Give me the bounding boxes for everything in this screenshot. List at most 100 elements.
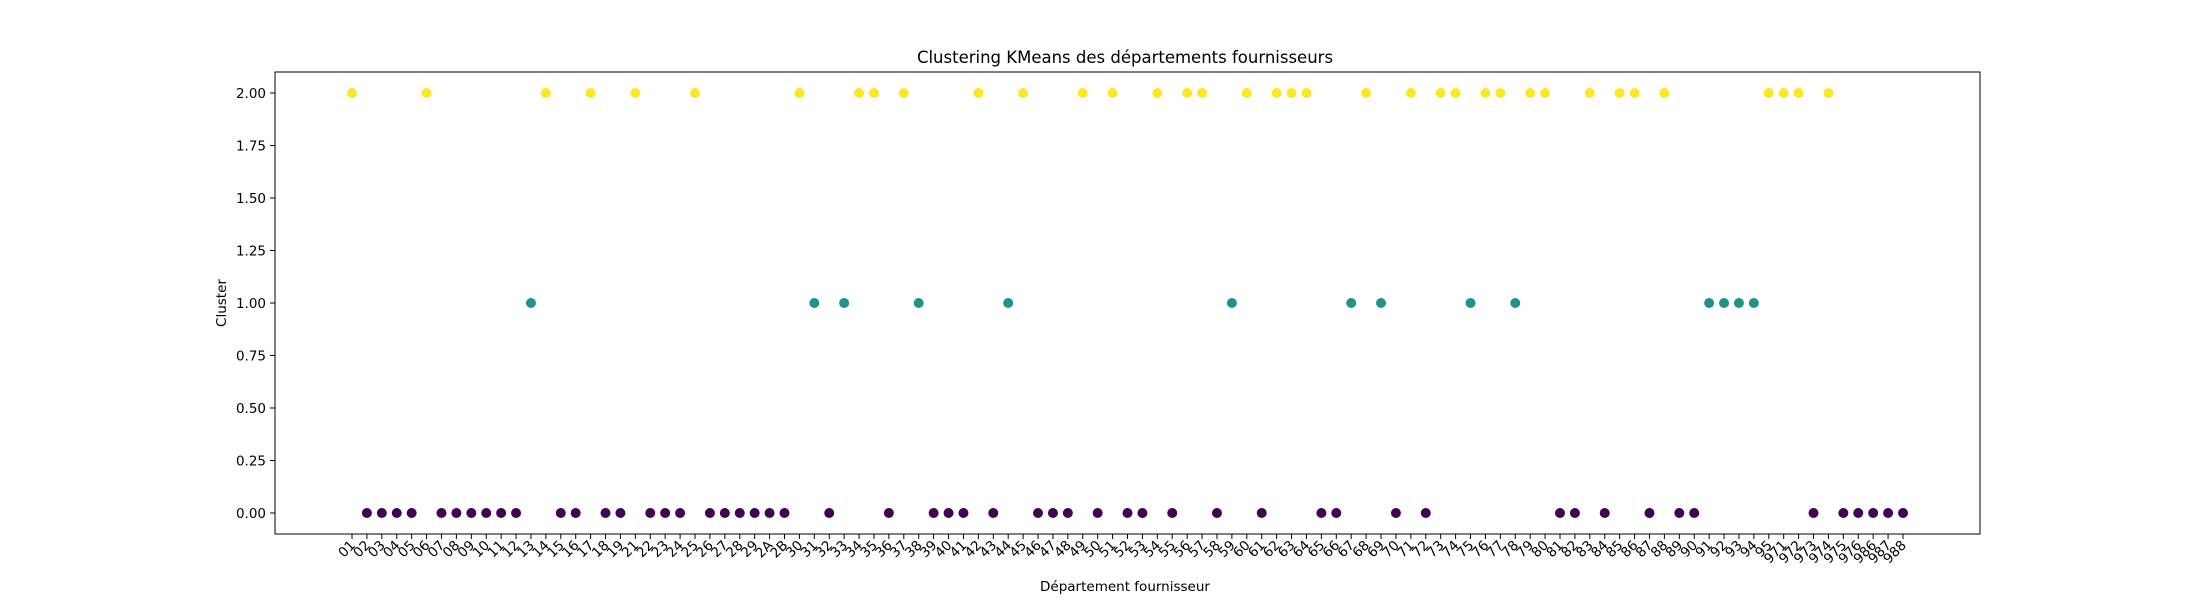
data-point xyxy=(943,508,954,518)
data-point xyxy=(868,88,879,98)
x-axis-label: Département fournisseur xyxy=(1040,579,1210,595)
data-point xyxy=(1346,298,1357,308)
data-point xyxy=(1271,88,1282,98)
y-axis: 0.00 0.25 0.50 0.75 1.00 1.25 1.50 1.75 2.00 xyxy=(236,86,275,522)
data-point xyxy=(1301,88,1312,98)
data-point xyxy=(749,508,760,518)
data-point xyxy=(1137,508,1148,518)
data-point xyxy=(1018,88,1029,98)
data-point xyxy=(1838,508,1849,518)
data-point xyxy=(1122,508,1133,518)
data-point xyxy=(779,508,790,518)
data-point xyxy=(675,508,686,518)
data-point xyxy=(1092,508,1103,518)
data-point xyxy=(1525,88,1536,98)
data-point xyxy=(1554,508,1565,518)
y-tick-label: 0.50 xyxy=(236,401,266,417)
data-point xyxy=(764,508,775,518)
data-point xyxy=(540,88,551,98)
data-point xyxy=(1465,298,1476,308)
y-tick-label: 1.75 xyxy=(236,139,266,155)
data-point xyxy=(1226,298,1237,308)
x-axis: 0102030405060708091011121314151617181921… xyxy=(335,534,1910,567)
data-point xyxy=(1211,508,1222,518)
data-point xyxy=(1405,88,1416,98)
data-point xyxy=(585,88,596,98)
data-point xyxy=(645,508,656,518)
data-point xyxy=(1719,298,1730,308)
data-point xyxy=(1763,88,1774,98)
data-point xyxy=(1033,508,1044,518)
data-point xyxy=(1286,88,1297,98)
data-point xyxy=(1107,88,1118,98)
data-point xyxy=(719,508,730,518)
data-point xyxy=(1853,508,1864,518)
data-point xyxy=(1182,88,1193,98)
data-point xyxy=(1435,88,1446,98)
data-point xyxy=(794,88,805,98)
data-point xyxy=(436,508,447,518)
data-point xyxy=(347,88,357,98)
data-point xyxy=(1376,298,1387,308)
data-points xyxy=(347,88,1908,518)
data-point xyxy=(1197,88,1208,98)
data-point xyxy=(854,88,865,98)
data-point xyxy=(824,508,835,518)
data-point xyxy=(958,508,969,518)
y-tick-label: 0.75 xyxy=(236,349,266,365)
data-point xyxy=(1733,298,1744,308)
data-point xyxy=(361,508,372,518)
data-point xyxy=(421,88,432,98)
data-point xyxy=(1241,88,1252,98)
y-tick-label: 1.50 xyxy=(236,191,266,207)
data-point xyxy=(1674,508,1685,518)
y-axis-label: Cluster xyxy=(214,279,230,327)
data-point xyxy=(555,508,566,518)
data-point xyxy=(1003,298,1014,308)
data-point xyxy=(1614,88,1625,98)
data-point xyxy=(839,298,850,308)
data-point xyxy=(1808,508,1819,518)
data-point xyxy=(1540,88,1551,98)
data-point xyxy=(690,88,701,98)
data-point xyxy=(1569,508,1580,518)
data-point xyxy=(1898,508,1908,518)
data-point xyxy=(913,298,924,308)
data-point xyxy=(1495,88,1506,98)
y-tick-label: 0.25 xyxy=(236,454,266,470)
data-point xyxy=(1868,508,1879,518)
y-tick-label: 1.25 xyxy=(236,244,266,260)
data-point xyxy=(525,298,536,308)
data-point xyxy=(615,508,626,518)
data-point xyxy=(973,88,984,98)
data-point xyxy=(1793,88,1804,98)
data-point xyxy=(630,88,641,98)
data-point xyxy=(1361,88,1372,98)
data-point xyxy=(466,508,477,518)
data-point xyxy=(988,508,999,518)
data-point xyxy=(391,508,402,518)
data-point xyxy=(1629,88,1640,98)
data-point xyxy=(1077,88,1088,98)
data-point xyxy=(898,88,909,98)
data-point xyxy=(1584,88,1595,98)
data-point xyxy=(1510,298,1521,308)
data-point xyxy=(451,508,462,518)
data-point xyxy=(1689,508,1700,518)
data-point xyxy=(1390,508,1401,518)
data-point xyxy=(1883,508,1894,518)
data-point xyxy=(704,508,715,518)
data-point xyxy=(883,508,894,518)
data-point xyxy=(809,298,820,308)
data-point xyxy=(928,508,939,518)
data-point xyxy=(1659,88,1670,98)
data-point xyxy=(1450,88,1461,98)
data-point xyxy=(1480,88,1491,98)
data-point xyxy=(660,508,671,518)
data-point xyxy=(1704,298,1715,308)
data-point xyxy=(496,508,507,518)
chart-title: Clustering KMeans des départements fourn… xyxy=(917,48,1333,67)
y-tick-label: 0.00 xyxy=(236,506,266,522)
